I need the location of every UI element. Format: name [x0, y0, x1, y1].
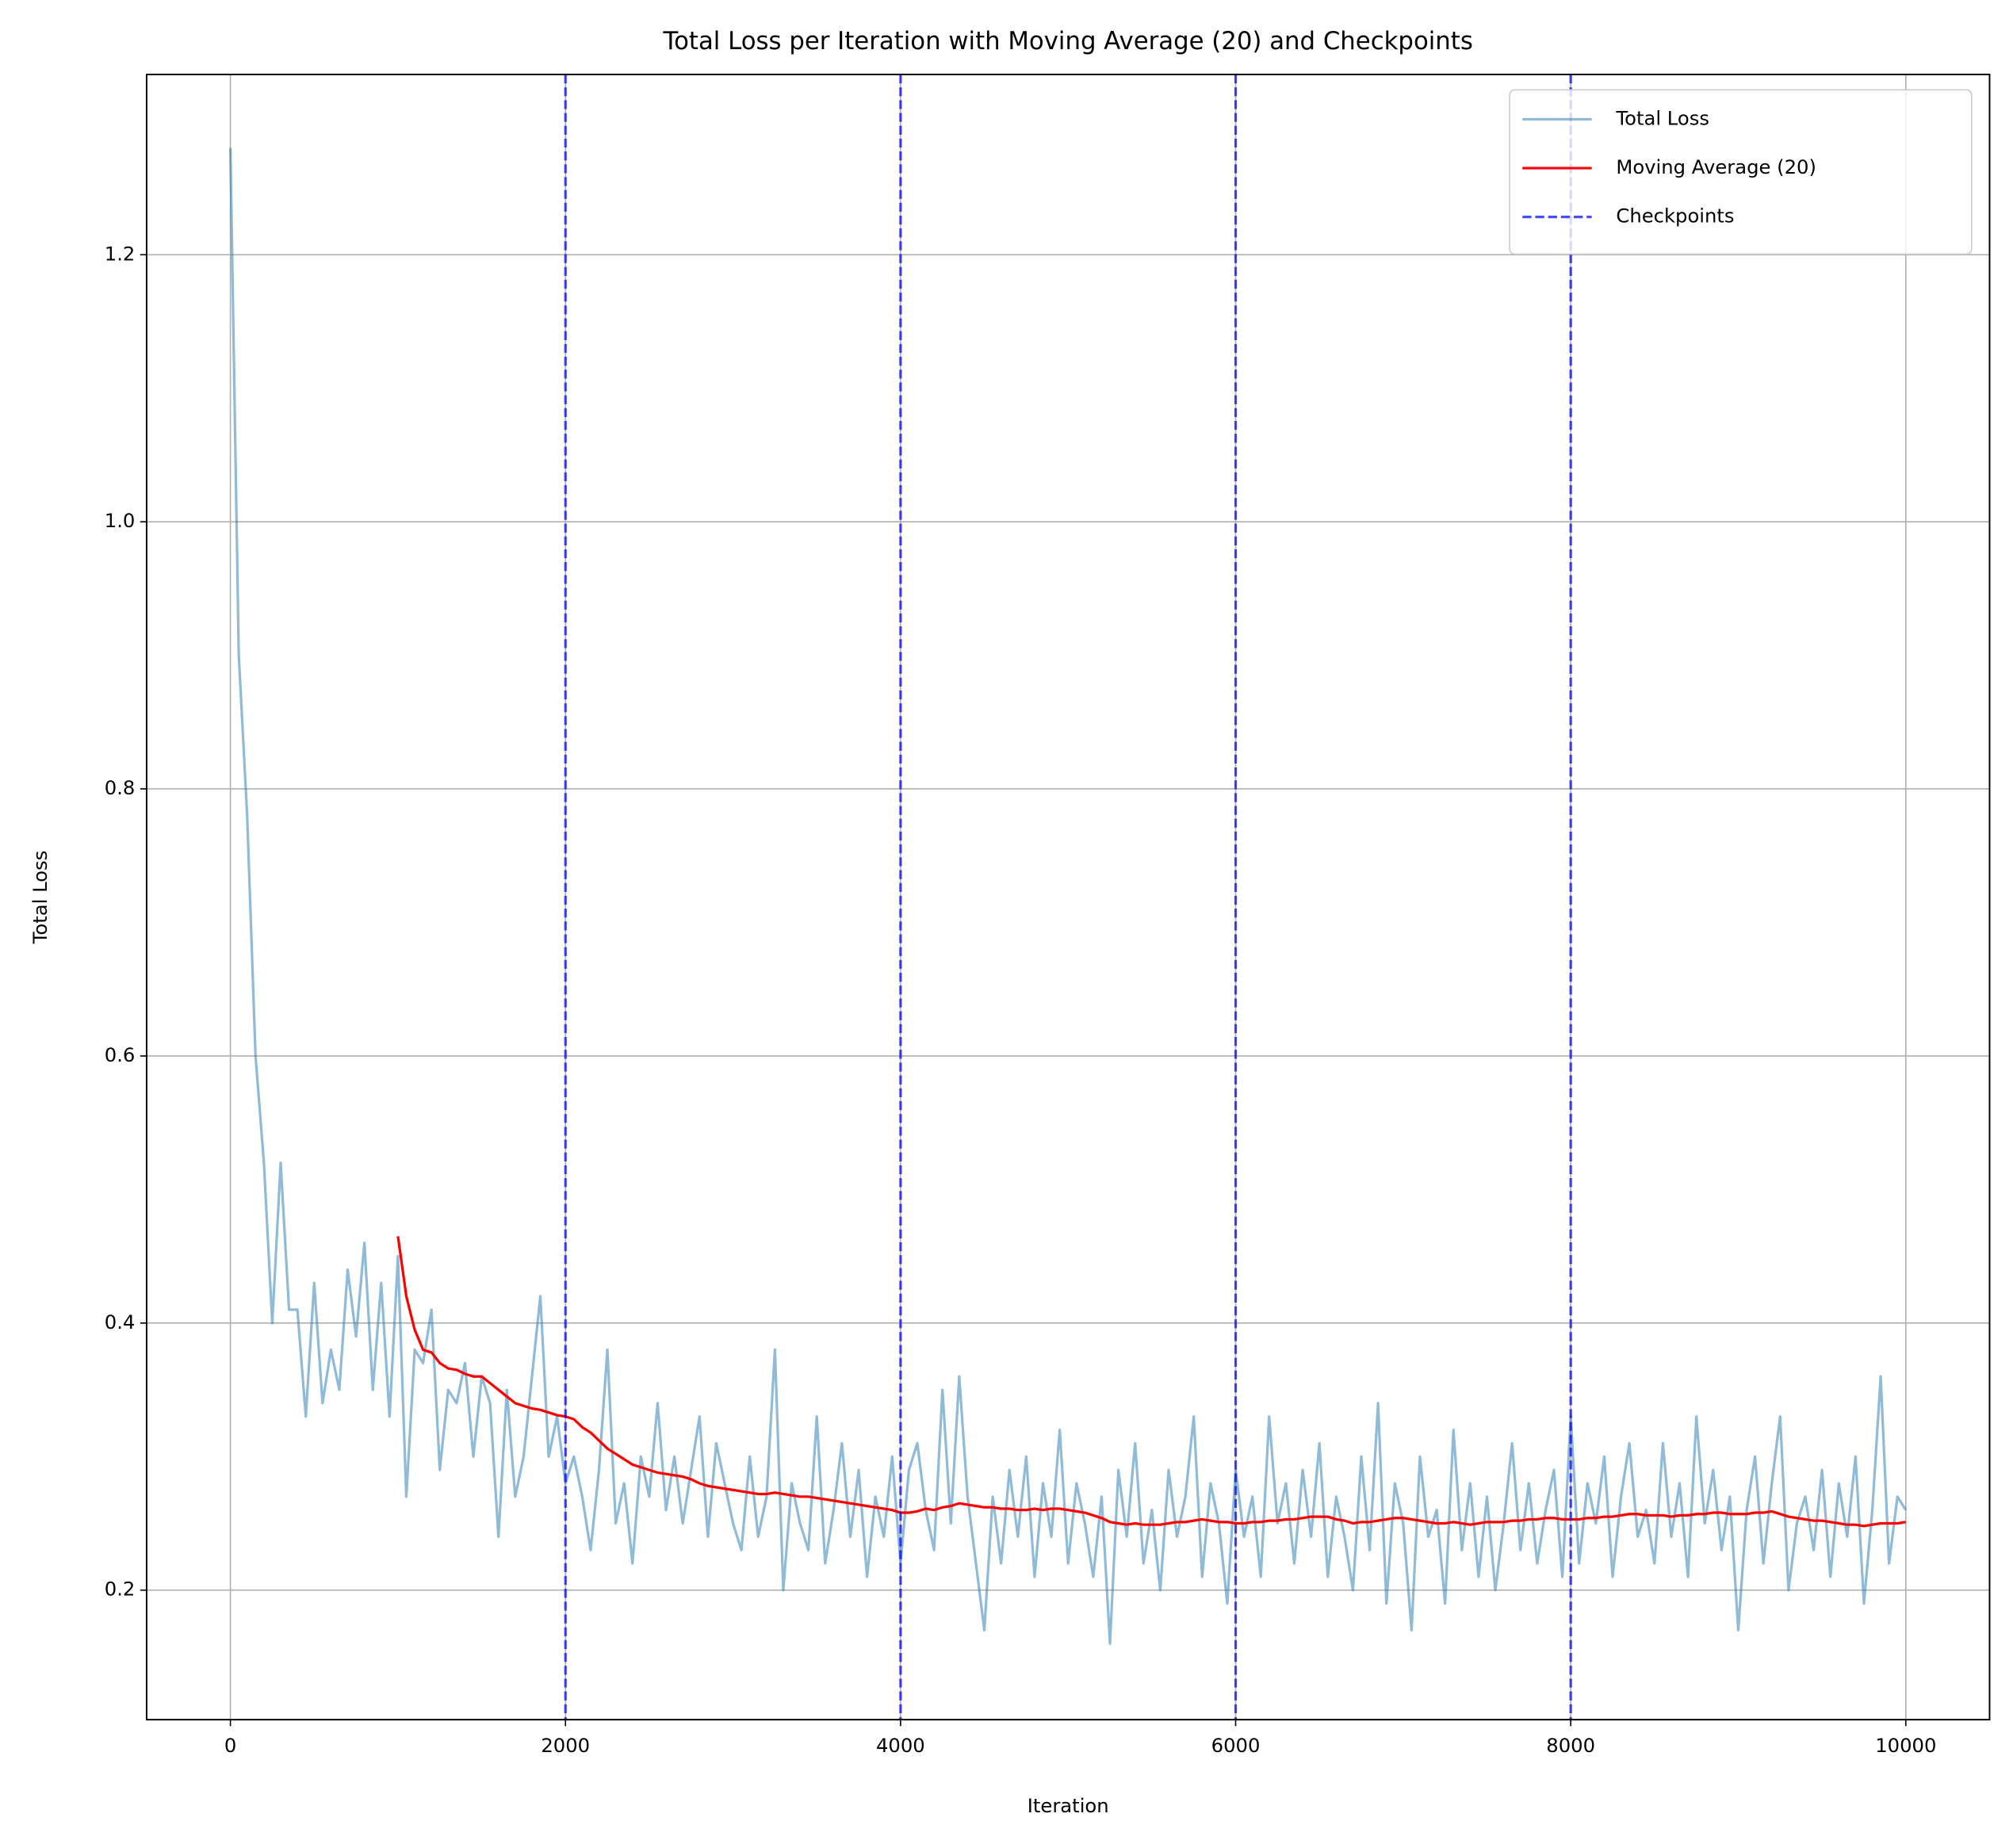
x-axis-label: Iteration [1028, 1794, 1109, 1817]
chart-title: Total Loss per Iteration with Moving Ave… [663, 27, 1473, 55]
legend-label: Total Loss [1615, 107, 1709, 130]
x-tick-label: 4000 [876, 1734, 925, 1757]
x-tick-label: 0 [224, 1734, 236, 1757]
x-tick-label: 6000 [1211, 1734, 1261, 1757]
x-tick-label: 8000 [1546, 1734, 1595, 1757]
series-line [396, 1236, 1907, 1528]
y-tick-label: 1.0 [105, 509, 136, 532]
y-tick-label: 0.8 [105, 776, 136, 799]
y-axis-label: Total Loss [29, 851, 52, 945]
y-tick-label: 1.2 [105, 242, 136, 265]
y-tick-label: 0.2 [105, 1578, 136, 1601]
legend-label: Checkpoints [1616, 205, 1734, 228]
y-tick-label: 0.6 [105, 1043, 136, 1066]
legend-label: Moving Average (20) [1616, 155, 1816, 178]
legend-box [1509, 89, 1973, 255]
series-line [228, 147, 1908, 1645]
x-tick-label: 10000 [1875, 1734, 1936, 1757]
x-tick-label: 2000 [541, 1734, 590, 1757]
y-tick-label: 0.4 [105, 1310, 136, 1333]
plot-frame [145, 73, 1991, 1721]
